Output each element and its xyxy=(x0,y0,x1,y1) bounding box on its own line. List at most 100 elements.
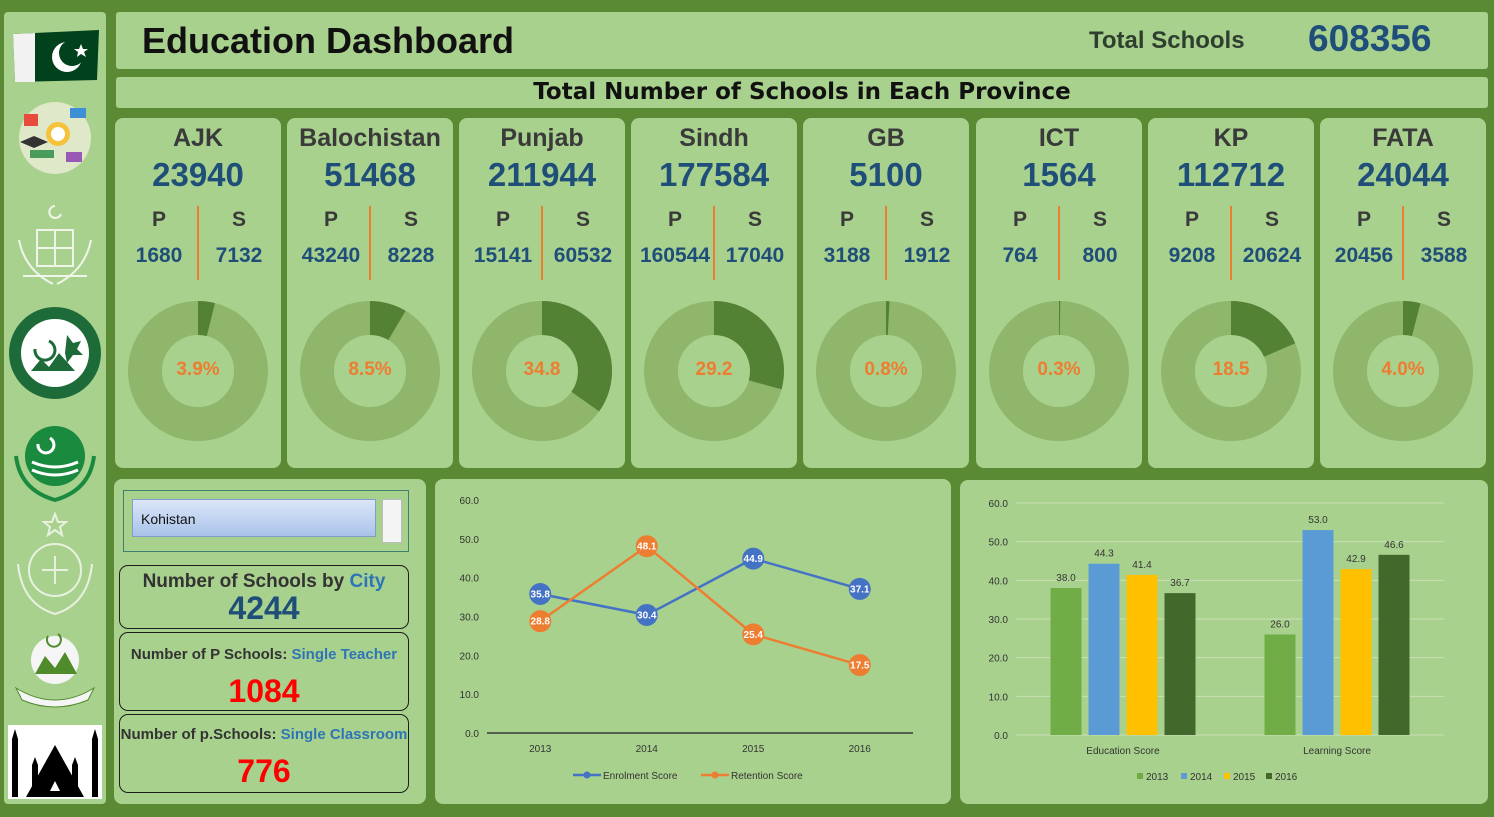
header: Education Dashboard Total Schools 608356 xyxy=(116,12,1488,69)
divider xyxy=(541,206,543,280)
primary-count: 9208 xyxy=(1168,244,1216,267)
province-share-label: 29.2 xyxy=(695,359,733,380)
mosque-icon xyxy=(4,725,106,799)
y-tick-label: 50.0 xyxy=(989,538,1009,549)
y-tick-label: 50.0 xyxy=(460,535,480,546)
primary-count: 20456 xyxy=(1334,244,1394,267)
data-label: 28.8 xyxy=(531,617,551,628)
bar-value-label: 41.4 xyxy=(1132,560,1152,571)
province-name: KP xyxy=(1213,124,1249,152)
score-bar-chart-panel: 0.0 10.0 20.0 30.0 40.0 50.0 60.0 38.0 44.3 41.4 3… xyxy=(960,480,1488,804)
secondary-label: S xyxy=(403,208,418,231)
province-share-donut xyxy=(989,301,1129,441)
province-name: FATA xyxy=(1372,124,1434,152)
single-teacher-value: 1084 xyxy=(228,673,300,709)
score-bar-chart: 0.0 10.0 20.0 30.0 40.0 50.0 60.0 38.0 44.3 41.4 3… xyxy=(989,499,1444,783)
sindh-emblem-icon xyxy=(4,508,106,620)
province-school-count: 24044 xyxy=(1357,156,1449,193)
secondary-count: 800 xyxy=(1082,244,1118,267)
secondary-label: S xyxy=(1264,208,1279,231)
divider xyxy=(1058,206,1060,280)
primary-label: P xyxy=(1356,208,1371,231)
province-share-donut xyxy=(816,301,956,441)
primary-label: P xyxy=(323,208,338,231)
city-select[interactable]: Kohistan xyxy=(132,499,376,537)
bar xyxy=(1126,574,1158,735)
data-label: 44.9 xyxy=(744,554,764,565)
data-label: 48.1 xyxy=(637,542,657,553)
province-share-donut xyxy=(1161,301,1301,441)
divider xyxy=(1230,206,1232,280)
bar-value-label: 38.0 xyxy=(1056,573,1076,584)
bar-value-label: 26.0 xyxy=(1270,619,1290,630)
data-label: 25.4 xyxy=(744,630,764,641)
total-schools-label: Total Schools xyxy=(1089,27,1245,54)
province-share-label: 34.8 xyxy=(523,359,561,380)
schools-by-city-value: 4244 xyxy=(228,590,300,626)
x-category-label: Learning Score xyxy=(1303,746,1371,757)
data-point xyxy=(635,535,658,558)
province-share-donut xyxy=(644,301,784,441)
single-classroom-label: Number of p.Schools: Single Classroom xyxy=(120,726,408,743)
primary-label: P xyxy=(1012,208,1027,231)
bar xyxy=(1264,634,1296,735)
bar xyxy=(1050,588,1082,735)
primary-count: 764 xyxy=(1002,244,1038,267)
data-point xyxy=(848,654,871,677)
y-tick-label: 0.0 xyxy=(465,729,479,740)
schools-by-city-label: Number of Schools by City xyxy=(142,571,386,592)
legend-swatch xyxy=(1181,773,1187,779)
secondary-count: 17040 xyxy=(725,244,785,267)
data-label: 17.5 xyxy=(850,661,870,672)
legend-marker xyxy=(583,771,591,779)
y-tick-label: 30.0 xyxy=(989,615,1009,626)
x-tick-label: 2015 xyxy=(742,744,765,755)
province-school-count: 211944 xyxy=(487,156,597,193)
province-card-balochistan: Balochistan 51468 P S 43240 8228 8.5% xyxy=(287,118,453,468)
section-title: Total Number of Schools in Each Province xyxy=(533,79,1071,105)
single-classroom-value: 776 xyxy=(237,753,291,789)
scroll-handle[interactable] xyxy=(382,499,402,543)
page-title: Education Dashboard xyxy=(142,20,515,61)
bar xyxy=(1378,554,1410,735)
province-name: Sindh xyxy=(679,124,749,152)
secondary-label: S xyxy=(575,208,590,231)
secondary-count: 20624 xyxy=(1242,244,1302,267)
secondary-count: 3588 xyxy=(1420,244,1468,267)
province-name: ICT xyxy=(1038,124,1080,152)
bar-value-label: 36.7 xyxy=(1170,578,1190,589)
province-school-count: 112712 xyxy=(1176,156,1286,193)
secondary-count: 8228 xyxy=(387,244,435,267)
legend-label: 2015 xyxy=(1233,772,1256,783)
province-name: GB xyxy=(867,124,905,152)
province-card-ict: ICT 1564 P S 764 800 0.3% xyxy=(976,118,1142,468)
secondary-label: S xyxy=(919,208,934,231)
province-share-label: 0.3% xyxy=(1037,359,1081,380)
data-point xyxy=(742,623,765,646)
province-card-kp: KP 112712 P S 9208 20624 18.5 xyxy=(1148,118,1314,468)
divider xyxy=(1402,206,1404,280)
primary-label: P xyxy=(839,208,854,231)
azad-kashmir-seal-icon xyxy=(4,305,106,401)
data-label: 37.1 xyxy=(850,584,870,595)
province-school-count: 177584 xyxy=(658,156,770,193)
legend-marker xyxy=(711,771,719,779)
y-tick-label: 40.0 xyxy=(989,576,1009,587)
province-name: AJK xyxy=(172,124,223,152)
single-classroom-box: Number of p.Schools: Single Classroom 77… xyxy=(119,714,409,793)
y-tick-label: 30.0 xyxy=(460,613,480,624)
single-teacher-box: Number of P Schools: Single Teacher 1084 xyxy=(119,632,409,711)
primary-label: P xyxy=(495,208,510,231)
primary-count: 3188 xyxy=(823,244,871,267)
series-line-1 xyxy=(539,544,861,667)
pakistan-flag-icon xyxy=(4,28,106,84)
primary-count: 15141 xyxy=(473,244,533,267)
divider xyxy=(713,206,715,280)
legend-label: Retention Score xyxy=(731,771,803,782)
province-name: Balochistan xyxy=(299,124,441,152)
bar xyxy=(1302,530,1334,735)
y-tick-label: 60.0 xyxy=(989,499,1009,510)
primary-count: 1680 xyxy=(135,244,183,267)
y-tick-label: 0.0 xyxy=(994,731,1008,742)
sidebar xyxy=(4,12,106,804)
